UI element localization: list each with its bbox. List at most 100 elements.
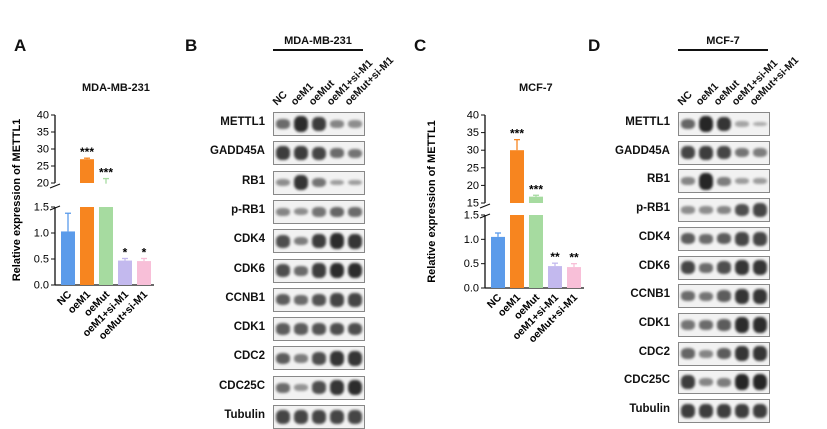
blot-band <box>735 317 749 333</box>
blot-strip <box>678 226 770 251</box>
blot-band <box>735 403 749 419</box>
blot-row-label: METTL1 <box>220 116 265 128</box>
blot-band <box>681 291 695 302</box>
blot-strip <box>678 284 770 309</box>
blot-band <box>276 146 290 161</box>
blot-strip <box>273 112 365 136</box>
blot-band <box>348 293 362 307</box>
significance-label: *** <box>99 166 113 180</box>
blot-band <box>348 262 362 279</box>
blot-row-label: GADD45A <box>615 144 670 157</box>
blot-band <box>717 233 731 245</box>
blot-band <box>681 145 695 160</box>
western-blot-d: MCF-7 NC oeM1 oeMut oeM1+si-M1 oeMut+si-M1 MET… <box>595 0 820 428</box>
blot-row-label: RB1 <box>646 173 670 186</box>
blot-band <box>681 260 695 275</box>
blot-strip <box>273 170 365 195</box>
blot-band <box>735 178 749 185</box>
bar <box>548 266 562 288</box>
bar-upper <box>80 159 94 183</box>
blot-band <box>330 179 344 186</box>
blot-row-label: CCNB1 <box>225 291 265 304</box>
y-tick-label: 20 <box>467 180 479 192</box>
chart-a: Relative expression of METTL1 40 35 30 25 20 1… <box>11 110 154 342</box>
blot-band <box>276 264 290 277</box>
blot-band <box>276 119 290 129</box>
bar <box>118 260 132 285</box>
blot-band <box>330 148 344 159</box>
y-tick-label: 0.0 <box>34 280 49 292</box>
blot-band <box>681 177 695 186</box>
blot-band <box>699 403 713 419</box>
y-tick-label: 0.5 <box>34 254 49 266</box>
y-tick-label: 25 <box>467 162 479 174</box>
blot-strip <box>678 112 770 136</box>
blot-band <box>753 317 767 333</box>
panel-letter-b: B <box>185 36 198 55</box>
blot-row-label: CDC2 <box>233 350 265 363</box>
blot-band <box>681 206 695 214</box>
blot-band <box>276 234 290 248</box>
blot-band <box>735 260 749 275</box>
significance-label: * <box>123 245 128 259</box>
blot-band <box>330 206 344 218</box>
blot-strip <box>678 198 770 223</box>
blot-band <box>753 403 767 419</box>
blot-band <box>330 322 344 336</box>
blot-band <box>753 288 767 304</box>
blot-band <box>294 384 308 391</box>
bar <box>99 207 113 285</box>
blot-band <box>735 148 749 158</box>
panel-letter-c: C <box>414 36 427 55</box>
blot-band <box>753 148 767 157</box>
cell-line-header: MCF-7 <box>706 35 740 47</box>
bar <box>510 215 524 288</box>
blot-band <box>735 288 749 304</box>
y-axis-label: Relative expression of METTL1 <box>11 119 23 282</box>
blot-band <box>294 265 308 276</box>
significance-label: ** <box>569 251 579 265</box>
blot-band <box>330 233 344 249</box>
y-tick-label: 40 <box>467 110 479 122</box>
blot-strip <box>678 312 770 337</box>
blot-strip <box>273 375 365 400</box>
blot-band <box>294 116 308 132</box>
blot-band <box>312 207 326 217</box>
blot-band <box>717 116 731 132</box>
blot-row-label: RB1 <box>241 174 265 187</box>
significance-label: ** <box>550 250 560 264</box>
axis-break-mark <box>49 183 61 211</box>
lane-label: NC <box>675 88 695 108</box>
blot-band <box>753 178 767 185</box>
blot-band <box>699 349 713 358</box>
blot-band <box>330 120 344 128</box>
bar <box>137 261 151 285</box>
blot-row-label: METTL1 <box>625 116 670 128</box>
blot-band <box>276 352 290 365</box>
blot-strip <box>273 141 365 166</box>
blot-band <box>312 351 326 365</box>
blot-band <box>753 346 767 362</box>
significance-label: *** <box>529 182 543 196</box>
blot-band <box>276 207 290 216</box>
blot-band <box>735 232 749 246</box>
blot-band <box>276 294 290 306</box>
blot-row-label: CDK4 <box>233 233 265 246</box>
y-tick-label: 35 <box>467 127 479 139</box>
blot-band <box>294 294 308 305</box>
lane-label: NC <box>270 88 290 108</box>
blot-band <box>699 115 713 133</box>
blot-band <box>312 263 326 278</box>
blot-strip <box>678 370 770 395</box>
blot-band <box>348 233 362 249</box>
blot-band <box>717 261 731 274</box>
blot-band <box>735 374 749 391</box>
blot-band <box>312 410 326 424</box>
bar-upper <box>529 196 543 203</box>
y-tick-label: 20 <box>37 178 49 190</box>
y-tick-label: 40 <box>37 110 49 122</box>
blot-band <box>294 410 308 424</box>
blot-strip <box>678 140 770 165</box>
blot-strip <box>273 199 365 224</box>
y-tick-label: 1.5 <box>464 210 479 222</box>
